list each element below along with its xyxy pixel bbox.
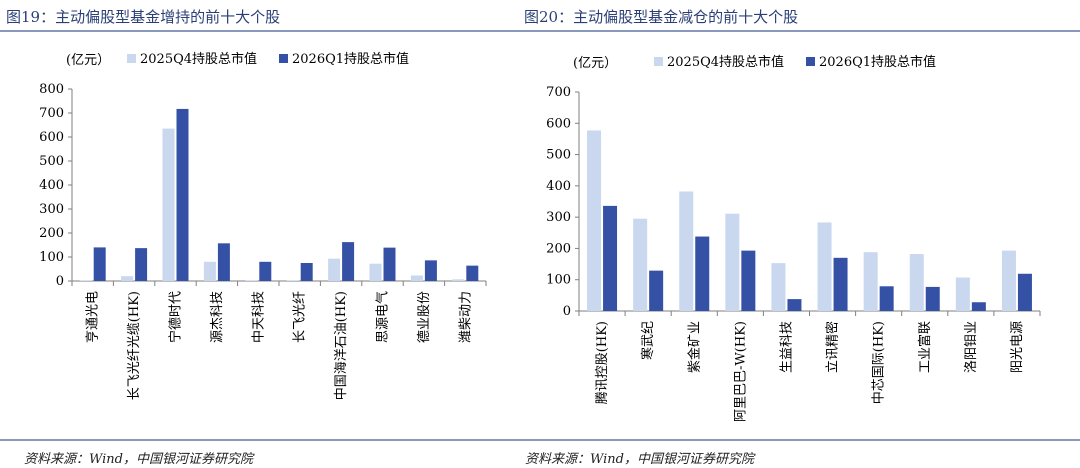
left-category-label: 中天科技: [251, 291, 266, 343]
left-top-rule: [0, 30, 535, 32]
right-bar-series1: [909, 254, 924, 311]
right-bar-series1: [587, 130, 602, 311]
right-bottom-rule: [521, 439, 1080, 441]
left-legend-swatch-1: [127, 54, 136, 63]
right-legend-swatch-2: [806, 57, 815, 66]
left-bar-series1: [245, 280, 258, 281]
left-y-tick-label: 300: [39, 202, 64, 217]
right-bar-series2: [603, 205, 618, 311]
left-category-label: 长飞光纤: [293, 291, 308, 343]
left-bar-series1: [203, 261, 216, 281]
right-bar-series1: [771, 263, 786, 311]
left-bar-chart: (亿元） 2025Q4持股总市值 2026Q1持股总市值 0 100 200 300 400 5…: [39, 51, 487, 400]
right-y-tick-label: 700: [546, 85, 571, 100]
left-y-tick-label: 500: [39, 154, 64, 169]
right-bar-series1: [817, 222, 832, 311]
right-y-tick-label: 100: [546, 273, 571, 288]
right-category-label: 紫金矿业: [686, 321, 702, 373]
right-bar-series1: [955, 277, 970, 311]
right-category-label: 腾讯控股(HK): [594, 321, 610, 404]
left-bar-series1: [452, 279, 465, 281]
right-bar-series1: [633, 218, 648, 311]
right-legend-label-2: 2026Q1持股总市值: [819, 54, 936, 70]
right-category-label: 生益科技: [779, 321, 794, 373]
right-unit-label: (亿元）: [573, 56, 617, 71]
left-bar-series2: [342, 242, 355, 281]
left-bar-series2: [217, 243, 230, 281]
left-y-tick-label: 400: [39, 178, 64, 193]
right-y-tick-label: 200: [546, 241, 571, 256]
left-legend-label-2: 2026Q1持股总市值: [292, 51, 409, 67]
right-bar-chart: (亿元） 2025Q4持股总市值 2026Q1持股总市值 0 100 200 300 400 5…: [546, 54, 1041, 422]
left-bar-series1: [79, 280, 92, 281]
right-bar-series2: [971, 302, 986, 311]
left-y-tick-label: 600: [39, 130, 64, 145]
left-figure-title: 图19：主动偏股型基金增持的前十大个股: [6, 8, 281, 26]
left-category-label: 思源电气: [375, 291, 391, 343]
left-legend-label-1: 2025Q4持股总市值: [140, 51, 257, 67]
right-y-tick-label: 300: [546, 210, 571, 225]
right-bar-series1: [863, 252, 878, 311]
left-bar-series2: [93, 247, 106, 281]
left-bar-series1: [410, 275, 423, 281]
left-bar-series2: [424, 260, 437, 281]
left-category-label: 亨通光电: [85, 291, 101, 343]
right-y-tick-label: 500: [546, 148, 571, 163]
left-bar-series1: [121, 276, 134, 281]
left-bar-series2: [383, 247, 396, 281]
right-legend-swatch-1: [654, 57, 663, 66]
right-bar-series2: [741, 250, 756, 311]
right-bar-series2: [695, 236, 710, 311]
right-category-label: 工业富联: [917, 321, 933, 373]
left-bar-series2: [466, 265, 479, 281]
right-top-rule: [521, 30, 1080, 32]
right-bar-series2: [649, 270, 664, 311]
right-bar-series2: [787, 299, 802, 311]
right-category-label: 立讯精密: [825, 321, 841, 373]
right-legend-label-1: 2025Q4持股总市值: [667, 54, 784, 70]
left-y-tick-label: 700: [39, 106, 64, 121]
left-figure-panel: 图19：主动偏股型基金增持的前十大个股 (亿元） 2025Q4持股总市值 2026Q…: [0, 0, 535, 468]
left-category-label: 长飞光纤光缆(HK): [126, 291, 142, 400]
left-unit-label: (亿元）: [66, 53, 110, 68]
left-y-tick-label: 0: [56, 274, 64, 289]
left-bar-series1: [286, 280, 299, 281]
left-bar-series1: [328, 258, 341, 281]
left-category-label: 源杰科技: [210, 291, 225, 343]
left-bar-series2: [135, 248, 148, 281]
right-bar-series2: [833, 257, 848, 311]
left-category-label: 中国海洋石油(HK): [334, 291, 349, 400]
right-y-tick-label: 0: [563, 304, 571, 319]
left-y-tick-label: 100: [39, 250, 64, 265]
left-bar-series2: [300, 263, 313, 281]
left-legend-swatch-2: [279, 54, 288, 63]
right-bar-series2: [925, 286, 940, 311]
right-bar-series1: [725, 213, 740, 311]
left-category-label: 潍柴动力: [458, 291, 473, 343]
left-bottom-rule: [0, 439, 535, 441]
right-bar-series2: [879, 286, 894, 311]
left-bar-series2: [176, 108, 189, 281]
right-category-label: 洛阳钼业: [964, 321, 979, 373]
left-source-note: 资料来源：Wind，中国银河证券研究院: [24, 452, 253, 467]
right-bar-series1: [1001, 250, 1016, 311]
right-figure-panel: 图20：主动偏股型基金减仓的前十大个股 (亿元） 2025Q4持股总市值 2026Q…: [521, 0, 1080, 468]
right-bar-series2: [1017, 273, 1032, 311]
right-y-tick-label: 600: [546, 116, 571, 131]
right-y-tick-label: 400: [546, 179, 571, 194]
left-bar-series1: [369, 263, 382, 281]
left-bar-series2: [259, 261, 272, 281]
left-category-label: 宁德时代: [168, 291, 184, 343]
right-bar-series1: [679, 191, 694, 311]
right-figure-title: 图20：主动偏股型基金减仓的前十大个股: [524, 8, 799, 26]
left-category-label: 德业股份: [417, 291, 432, 343]
right-category-label: 阳光电源: [1010, 321, 1025, 373]
right-category-label: 中芯国际(HK): [872, 321, 887, 404]
left-bar-series1: [162, 128, 175, 281]
right-category-label: 阿里巴巴-W(HK): [733, 321, 748, 422]
right-source-note: 资料来源：Wind，中国银河证券研究院: [525, 452, 754, 467]
left-y-tick-label: 800: [39, 82, 64, 97]
right-category-label: 寒武纪: [640, 321, 656, 360]
left-y-tick-label: 200: [39, 226, 64, 241]
